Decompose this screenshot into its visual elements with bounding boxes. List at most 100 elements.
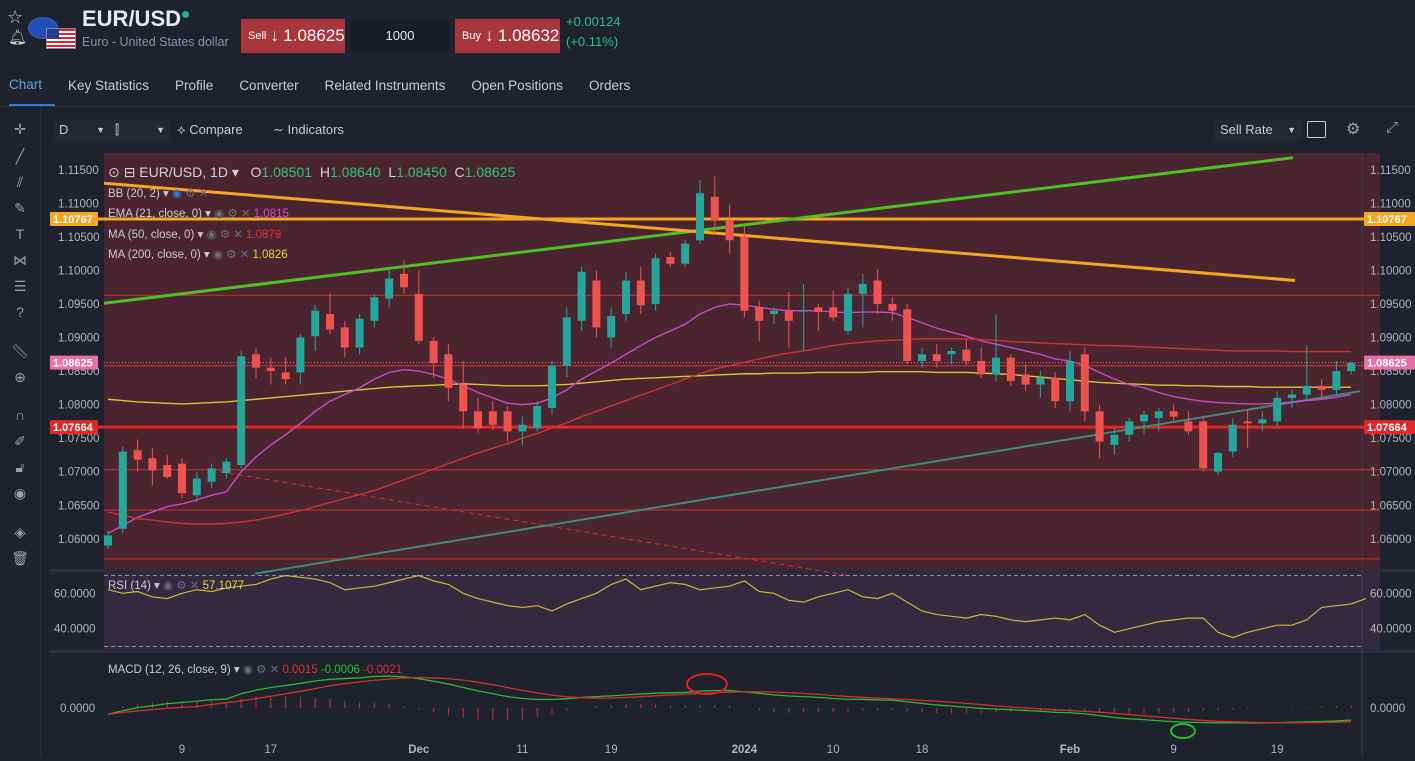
favorite-star-icon[interactable]: ☆	[7, 7, 24, 27]
candle-body	[799, 310, 808, 312]
candle-body	[829, 307, 838, 318]
tab-orders[interactable]: Orders	[588, 78, 631, 93]
candle-body	[1110, 434, 1119, 445]
tab-key-statistics[interactable]: Key Statistics	[68, 78, 150, 93]
instrument-header: ☆ 🔔︎ EUR/USD Euro - United States dollar…	[0, 0, 1415, 66]
price-badge-left-label: 1.07664	[53, 422, 94, 434]
text-tool-icon[interactable]: T	[15, 226, 25, 242]
fullscreen-window-icon[interactable]	[1307, 121, 1326, 138]
macd-value: 0.0015	[282, 664, 318, 676]
ma50-label: MA (50, close, 0)	[108, 229, 195, 241]
visibility-eye-icon[interactable]: ◉	[13, 485, 27, 501]
ruler-icon[interactable]: 📏︎	[11, 343, 29, 359]
tab-chart[interactable]: Chart	[9, 66, 56, 106]
rsi-tick-right: 60.0000	[1370, 588, 1412, 600]
settings-icon[interactable]: ◉ ⚙ ✕	[242, 664, 280, 676]
y-tick-label-left: 1.10500	[58, 232, 100, 244]
macd-legend[interactable]: MACD (12, 26, close, 9) ▾ ◉ ⚙ ✕ 0.0015 -…	[108, 664, 403, 676]
layers-icon[interactable]: ◈	[14, 524, 26, 540]
candle-body	[1036, 377, 1045, 385]
indicator-legend-ma50[interactable]: MA (50, close, 0) ▾ ◉ ⚙ ✕ 1.0879	[108, 229, 282, 241]
drawing-toolbar: ✛ ╱ ⫽ ✎ T ⋈ ☰ ? 📏︎ ⊕ ∩ ✐ 🔓︎ ◉ ◈ 🗑︎	[0, 107, 41, 756]
candle-body	[651, 258, 660, 304]
expand-icon[interactable]: ⤢	[1386, 119, 1399, 136]
eye-icon[interactable]: ◉	[171, 188, 182, 200]
bb-label: BB (20, 2)	[108, 188, 160, 200]
x-tick-label: 19	[605, 744, 618, 756]
macd-hist-value: -0.0021	[363, 664, 403, 676]
crosshair-icon[interactable]: ✛	[14, 121, 26, 137]
fibonacci-icon[interactable]: ☰	[13, 278, 27, 294]
trendline-icon[interactable]: ╱	[15, 148, 25, 164]
tab-open-positions[interactable]: Open Positions	[471, 78, 563, 93]
indicators-button[interactable]: ∼ Indicators	[267, 119, 350, 141]
chart-area[interactable]: 1.11500 1.11500 1.11000 1.11000 1.10500 1.105…	[50, 153, 1415, 761]
annotation-circle	[686, 673, 728, 695]
x-tick-label: 2024	[732, 744, 758, 756]
compare-icon: ⟡	[177, 122, 186, 137]
ma-line	[107, 303, 1352, 535]
right-gap-bg	[1380, 153, 1382, 756]
chart-canvas[interactable]: 1.11500 1.11500 1.11000 1.11000 1.10500 1.105…	[50, 153, 1415, 756]
candle-body	[488, 411, 497, 425]
settings-gear-icon[interactable]: ⚙	[1346, 121, 1361, 138]
candle-body	[681, 243, 690, 264]
candle-body	[1288, 394, 1296, 398]
rsi-legend[interactable]: RSI (14) ▾ ◉ ⚙ ✕ 57.1077	[108, 580, 245, 592]
settings-icon[interactable]: ◉ ⚙ ✕	[206, 229, 243, 241]
rate-type-select[interactable]: Sell Rate ▼	[1214, 119, 1302, 141]
quantity-input[interactable]: 1000	[351, 19, 449, 53]
y-tick-label-right: 1.07000	[1370, 467, 1412, 479]
ohlc-close: 1.08625	[464, 164, 516, 180]
compare-button[interactable]: ⟡ Compare	[171, 119, 249, 141]
candle-body	[429, 340, 438, 364]
candle-body	[1095, 411, 1104, 442]
settings-icon[interactable]: ⚙ ✕	[185, 188, 209, 200]
price-badge-left-label: 1.08625	[53, 358, 93, 370]
indicator-legend-ma200[interactable]: MA (200, close, 0) ▾ ◉ ⚙ ✕ 1.0826	[108, 249, 288, 261]
candle-body	[873, 280, 882, 304]
rsi-tick-right: 40.0000	[1370, 624, 1412, 636]
collapse-legend-icon[interactable]: ⊙ ⊟	[108, 164, 136, 180]
indicator-legend-ema[interactable]: EMA (21, close, 0) ▾ ◉ ⚙ ✕ 1.0815	[108, 208, 289, 220]
macd-signal-value: -0.0006	[320, 664, 360, 676]
buy-button[interactable]: Buy ↓ 1.08632	[455, 19, 560, 53]
us-flag-icon	[46, 28, 76, 49]
lock-draw-icon[interactable]: ✐	[14, 433, 26, 449]
y-tick-label-right: 1.10500	[1370, 232, 1412, 244]
settings-icon[interactable]: ◉ ⚙ ✕	[214, 208, 251, 220]
instrument-symbol: EUR/USD	[82, 6, 182, 31]
sell-button[interactable]: Sell ↓ 1.08625	[241, 19, 345, 53]
zoom-in-icon[interactable]: ⊕	[14, 369, 26, 385]
y-tick-label-right: 1.11000	[1370, 198, 1411, 210]
trash-icon[interactable]: 🗑︎	[11, 550, 29, 566]
tab-related-instruments[interactable]: Related Instruments	[324, 78, 446, 93]
price-badge-right-label: 1.07664	[1367, 422, 1408, 434]
brush-icon[interactable]: ✎	[14, 200, 26, 216]
candle-body	[503, 411, 512, 432]
ema-label: EMA (21, close, 0)	[108, 208, 202, 220]
candle-body	[977, 361, 986, 375]
macd-tick-left: 0.0000	[60, 703, 95, 715]
chart-type-select[interactable]: ⫿ ▼	[109, 119, 171, 141]
settings-icon[interactable]: ◉ ⚙ ✕	[163, 580, 200, 592]
candle-body	[992, 357, 1000, 375]
buy-price: 1.08632	[497, 26, 560, 45]
tab-converter[interactable]: Converter	[239, 78, 299, 93]
interval-select[interactable]: D ▼	[53, 119, 111, 141]
price-badge-right	[1364, 355, 1415, 370]
parallel-channel-icon[interactable]: ⫽	[16, 174, 24, 190]
tab-profile[interactable]: Profile	[175, 78, 214, 93]
indicator-legend-bb[interactable]: BB (20, 2) ▾ ◉ ⚙ ✕	[108, 188, 209, 200]
alert-bell-icon[interactable]: 🔔︎	[8, 29, 28, 46]
magnet-icon[interactable]: ∩	[14, 407, 26, 423]
pattern-icon[interactable]: ⋈	[13, 252, 27, 268]
settings-icon[interactable]: ◉ ⚙ ✕	[212, 249, 250, 261]
x-tick-label: Dec	[408, 744, 430, 756]
macd-tick-right: 0.0000	[1370, 703, 1405, 715]
indicators-icon: ∼	[273, 122, 284, 137]
x-tick-label: 10	[827, 744, 840, 756]
y-tick-label-left: 1.06000	[58, 534, 100, 546]
lock-icon[interactable]: 🔓︎	[15, 459, 25, 475]
help-icon[interactable]: ?	[16, 304, 24, 320]
